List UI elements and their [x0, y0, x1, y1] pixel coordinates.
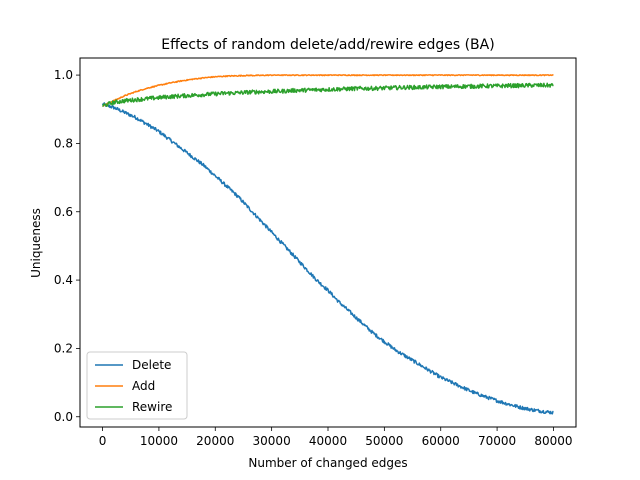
y-tick-label: 0.8: [54, 136, 73, 150]
y-tick-label: 0.0: [54, 410, 73, 424]
x-tick-label: 40000: [309, 434, 347, 448]
x-tick-label: 30000: [253, 434, 291, 448]
series-line-rewire: [101, 82, 554, 108]
chart-title: Effects of random delete/add/rewire edge…: [161, 37, 494, 53]
series-line-delete: [101, 102, 554, 415]
x-axis-label: Number of changed edges: [248, 456, 407, 470]
legend-box: [86, 351, 188, 420]
x-tick-label: 50000: [365, 434, 403, 448]
y-tick-label: 1.0: [54, 68, 73, 82]
x-tick-label: 80000: [534, 434, 572, 448]
legend-label-rewire: Rewire: [132, 400, 172, 414]
x-tick-label: 60000: [422, 434, 460, 448]
legend-label-add: Add: [132, 379, 155, 393]
legend-label-delete: Delete: [132, 358, 171, 372]
x-tick-label: 20000: [196, 434, 234, 448]
x-tick-label: 0: [99, 434, 107, 448]
y-tick-label: 0.6: [54, 205, 73, 219]
x-tick-label: 70000: [478, 434, 516, 448]
y-tick-label: 0.2: [54, 341, 73, 355]
x-axis: 0 10000 20000 30000 40000 50000 60000 70000 8000…: [99, 427, 573, 448]
series-line-add: [102, 74, 554, 107]
legend: Delete Add Rewire: [86, 351, 188, 420]
plot-area: [101, 74, 554, 415]
y-axis: 0.0 0.2 0.4 0.6 0.8 1.0: [54, 68, 80, 424]
y-axis-label: Uniqueness: [29, 208, 43, 278]
y-tick-label: 0.4: [54, 273, 73, 287]
x-tick-label: 10000: [140, 434, 178, 448]
